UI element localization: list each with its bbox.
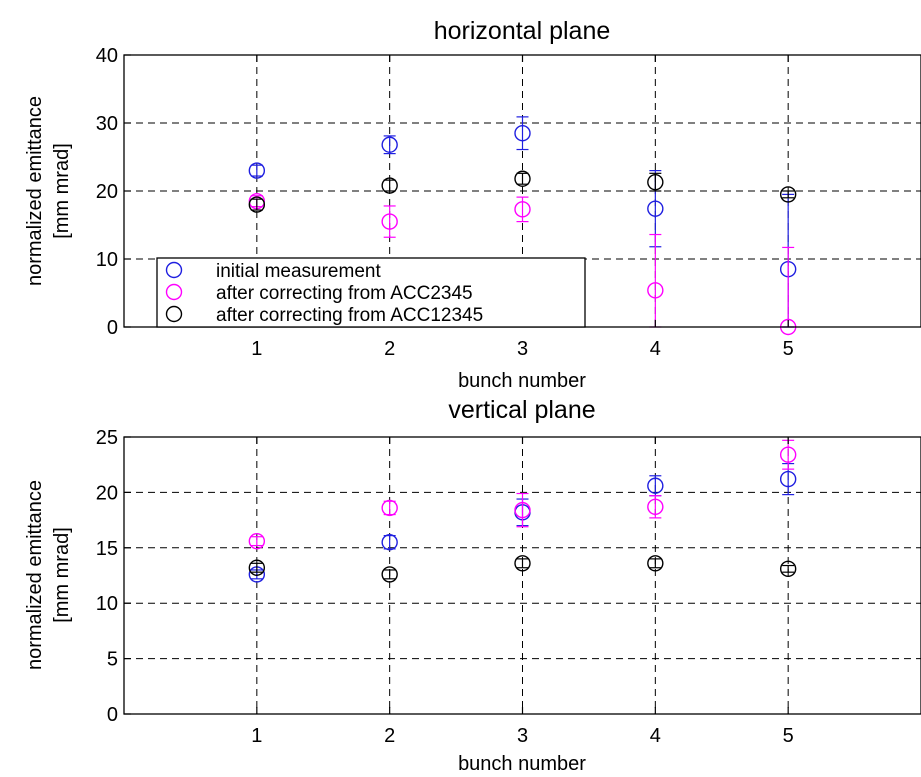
- x-tick-label-1: 1: [251, 338, 262, 360]
- y-tick-label-20: 20: [96, 482, 118, 504]
- marker-initial-4: [647, 477, 664, 494]
- marker-acc12345-5: [779, 186, 797, 203]
- vertical-plane-panel: 1 2 3 4 5 0 5 10 15 20 25 vertical plane bunch num…: [24, 396, 921, 775]
- legend: initial measurement after correcting fro…: [156, 257, 586, 328]
- marker-acc12345-4: [647, 173, 664, 191]
- chart-title: vertical plane: [448, 396, 595, 424]
- y-tick-label-40: 40: [96, 45, 118, 67]
- legend-marker-initial: [165, 261, 183, 279]
- marker-initial-2: [381, 136, 398, 153]
- x-tick-label-4: 4: [650, 725, 661, 747]
- marker-initial-4: [647, 200, 664, 217]
- marker-acc12345-2: [381, 177, 398, 194]
- legend-marker-acc12345: [165, 305, 183, 323]
- marker-acc12345-2: [381, 566, 398, 583]
- y-axis-label-line2: [mm mrad]: [51, 143, 73, 239]
- y-axis-label-line2: [mm mrad]: [51, 527, 73, 623]
- marker-acc2345-3: [514, 501, 531, 519]
- horizontal-plane-panel: 1 2 3 4 5 0 10 20 30 40 horizontal plane bunch nu…: [24, 17, 921, 392]
- legend-entry-acc12345: after correcting from ACC12345: [165, 305, 483, 326]
- x-axis-label: bunch number: [458, 753, 586, 775]
- y-tick-label-5: 5: [107, 649, 118, 671]
- x-tick-label-3: 3: [517, 725, 528, 747]
- y-tick-label-10: 10: [96, 593, 118, 615]
- x-tick-label-1: 1: [251, 725, 262, 747]
- x-tick-label-4: 4: [650, 338, 661, 360]
- y-axis-label-line1: normalized emittance: [24, 480, 46, 670]
- x-tick-label-2: 2: [384, 725, 395, 747]
- marker-acc2345-4: [647, 498, 664, 516]
- legend-entry-initial: initial measurement: [165, 261, 381, 282]
- x-axis-label: bunch number: [458, 370, 586, 392]
- y-tick-label-10: 10: [96, 249, 118, 271]
- legend-entry-acc2345: after correcting from ACC2345: [165, 283, 473, 304]
- marker-acc2345-3: [514, 201, 531, 218]
- marker-acc12345-5: [779, 560, 797, 578]
- marker-acc2345-5: [779, 446, 797, 463]
- y-tick-label-30: 30: [96, 113, 118, 135]
- marker-acc2345-1: [248, 532, 266, 550]
- grid-lines: [124, 437, 921, 714]
- data-marks: [248, 439, 797, 583]
- data-marks: [248, 116, 797, 336]
- marker-acc12345-3: [514, 555, 531, 572]
- legend-box: [156, 257, 586, 328]
- marker-acc12345-3: [514, 170, 531, 187]
- marker-acc12345-1: [248, 559, 266, 576]
- legend-label-acc12345: after correcting from ACC12345: [216, 305, 483, 326]
- marker-acc2345-2: [381, 499, 398, 517]
- y-tick-label-0: 0: [107, 317, 118, 339]
- x-tick-label-3: 3: [517, 338, 528, 360]
- legend-marker-acc2345: [165, 283, 183, 301]
- x-tick-label-2: 2: [384, 338, 395, 360]
- x-tick-label-5: 5: [783, 725, 794, 747]
- y-tick-label-15: 15: [96, 538, 118, 560]
- y-tick-label-20: 20: [96, 181, 118, 203]
- y-tick-label-25: 25: [96, 427, 118, 449]
- marker-acc12345-4: [647, 555, 664, 572]
- y-tick-label-0: 0: [107, 704, 118, 726]
- marker-acc2345-2: [381, 213, 398, 230]
- marker-initial-3: [514, 124, 531, 142]
- marker-initial-5: [779, 470, 797, 488]
- marker-acc12345-1: [248, 196, 266, 213]
- axis-ticks: 1 2 3 4 5 0 5 10 15 20 25: [96, 427, 794, 747]
- marker-initial-1: [248, 162, 266, 179]
- marker-initial-2: [381, 534, 398, 551]
- x-tick-label-5: 5: [783, 338, 794, 360]
- marker-acc2345-4: [647, 282, 664, 299]
- y-axis-label-line1: normalized emittance: [24, 96, 46, 286]
- chart-title: horizontal plane: [434, 17, 611, 45]
- legend-label-acc2345: after correcting from ACC2345: [216, 283, 473, 304]
- legend-label-initial: initial measurement: [216, 261, 381, 282]
